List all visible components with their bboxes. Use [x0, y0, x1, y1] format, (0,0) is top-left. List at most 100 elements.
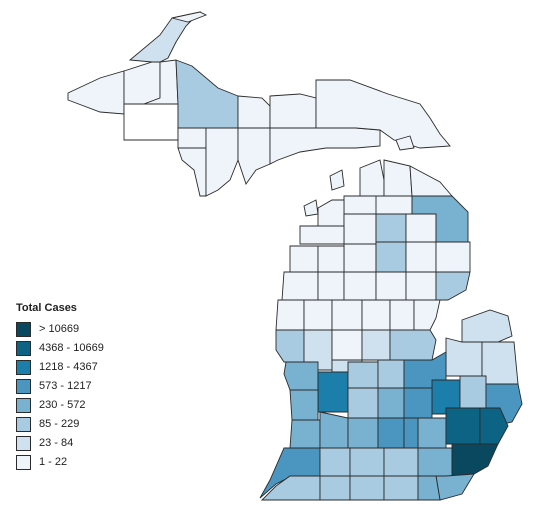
county-crawford[interactable]: [375, 241, 407, 273]
county-barry[interactable]: [347, 387, 379, 419]
county-emmet[interactable]: [359, 159, 385, 197]
county-schoolcraft[interactable]: [237, 127, 271, 185]
county-gratiot[interactable]: [331, 359, 363, 373]
upper-peninsula: [67, 11, 451, 197]
county-sanilac[interactable]: [481, 341, 519, 385]
county-alger[interactable]: [237, 95, 271, 129]
county-roscommon[interactable]: [375, 271, 407, 301]
county-montmorency[interactable]: [405, 213, 437, 243]
county-iosco[interactable]: [435, 271, 471, 301]
county-clare[interactable]: [361, 299, 391, 331]
county-oscoda[interactable]: [405, 241, 437, 273]
legend-label-7: 1 - 22: [39, 456, 68, 468]
legend-label-6: 23 - 84: [39, 437, 74, 449]
county-kalamazoo[interactable]: [319, 411, 349, 449]
county-eaton[interactable]: [377, 387, 405, 419]
county-houghton[interactable]: [128, 11, 202, 63]
county-cass[interactable]: [260, 475, 321, 501]
county-saginaw[interactable]: [403, 351, 447, 389]
county-presque-isle[interactable]: [409, 165, 453, 197]
lower-peninsula: [259, 159, 523, 501]
county-newaygo[interactable]: [303, 299, 333, 331]
county-macomb[interactable]: [479, 407, 509, 445]
county-monroe[interactable]: [435, 473, 475, 501]
legend-swatch-6: [16, 435, 31, 451]
county-keweenaw[interactable]: [171, 11, 208, 23]
legend-item-7: 1 - 22: [16, 453, 104, 471]
legend-label-5: 85 - 229: [39, 418, 80, 430]
county-isabella[interactable]: [331, 329, 363, 361]
county-leelanau[interactable]: [317, 199, 345, 227]
county-branch[interactable]: [349, 447, 385, 477]
county-midland[interactable]: [361, 329, 391, 361]
county-gogebic[interactable]: [67, 70, 125, 115]
legend-swatch-3: [16, 378, 31, 394]
legend-swatch-1: [16, 340, 31, 356]
county-baraga[interactable]: [143, 59, 179, 105]
legend-label-3: 573 - 1217: [39, 380, 92, 392]
county-ogemaw[interactable]: [405, 271, 437, 301]
county-marquette[interactable]: [175, 59, 239, 129]
legend-title: Total Cases: [16, 302, 77, 314]
county-kalkaska[interactable]: [343, 243, 377, 273]
island-bois-blanc[interactable]: [395, 135, 415, 151]
county-oakland[interactable]: [445, 407, 481, 445]
legend-swatch-5: [16, 416, 31, 432]
county-luce[interactable]: [269, 93, 317, 129]
county-ionia[interactable]: [347, 361, 379, 389]
county-south-strip-3[interactable]: [383, 475, 419, 501]
county-huron[interactable]: [461, 309, 513, 343]
county-washtenaw[interactable]: [403, 417, 419, 449]
county-delta[interactable]: [205, 127, 239, 197]
county-cheboygan[interactable]: [383, 159, 413, 197]
county-calhoun[interactable]: [347, 417, 379, 449]
county-van-buren[interactable]: [289, 419, 321, 449]
county-chippewa[interactable]: [315, 79, 451, 149]
legend-item-6: 23 - 84: [16, 434, 104, 452]
island-north-manitou[interactable]: [303, 199, 319, 217]
county-antrim[interactable]: [375, 195, 413, 215]
county-hillsdale[interactable]: [383, 447, 419, 477]
legend-label-4: 230 - 572: [39, 399, 86, 411]
county-lapeer[interactable]: [459, 375, 487, 409]
county-alcona[interactable]: [435, 241, 471, 273]
county-mecosta[interactable]: [331, 299, 363, 331]
county-osceola[interactable]: [343, 271, 377, 301]
county-grand-traverse[interactable]: [343, 213, 377, 245]
county-oceana[interactable]: [275, 299, 305, 331]
county-bay[interactable]: [389, 329, 437, 361]
county-wayne[interactable]: [451, 443, 499, 477]
county-lenawee[interactable]: [417, 447, 453, 477]
county-st-joseph[interactable]: [319, 447, 351, 477]
county-mason[interactable]: [281, 271, 319, 301]
county-allegan[interactable]: [289, 389, 319, 421]
county-otsego[interactable]: [375, 213, 407, 243]
county-jackson[interactable]: [377, 417, 405, 449]
legend-item-5: 85 - 229: [16, 415, 104, 433]
county-benzie[interactable]: [299, 225, 345, 245]
county-south-strip-4[interactable]: [417, 475, 441, 501]
island-beaver[interactable]: [329, 169, 345, 191]
county-south-strip-1[interactable]: [319, 475, 351, 501]
county-clinton[interactable]: [377, 359, 405, 389]
county-wexford[interactable]: [317, 245, 345, 273]
county-ontonagon[interactable]: [123, 61, 161, 105]
county-dickinson[interactable]: [177, 127, 207, 149]
county-kent[interactable]: [317, 371, 349, 413]
county-gladwin[interactable]: [389, 299, 415, 331]
county-south-strip-2[interactable]: [349, 475, 385, 501]
county-lake[interactable]: [317, 271, 345, 301]
county-tuscola[interactable]: [445, 337, 483, 377]
county-livingston[interactable]: [417, 417, 447, 449]
county-ingham[interactable]: [403, 387, 433, 419]
county-menominee[interactable]: [177, 147, 207, 197]
county-iron[interactable]: [123, 103, 179, 141]
county-manistee[interactable]: [289, 245, 319, 273]
county-mackinac[interactable]: [269, 127, 381, 165]
county-muskegon[interactable]: [275, 329, 305, 363]
legend-swatch-7: [16, 454, 31, 470]
county-ottawa[interactable]: [283, 361, 319, 391]
legend-label-0: > 10669: [39, 323, 80, 335]
county-arenac[interactable]: [413, 299, 441, 331]
